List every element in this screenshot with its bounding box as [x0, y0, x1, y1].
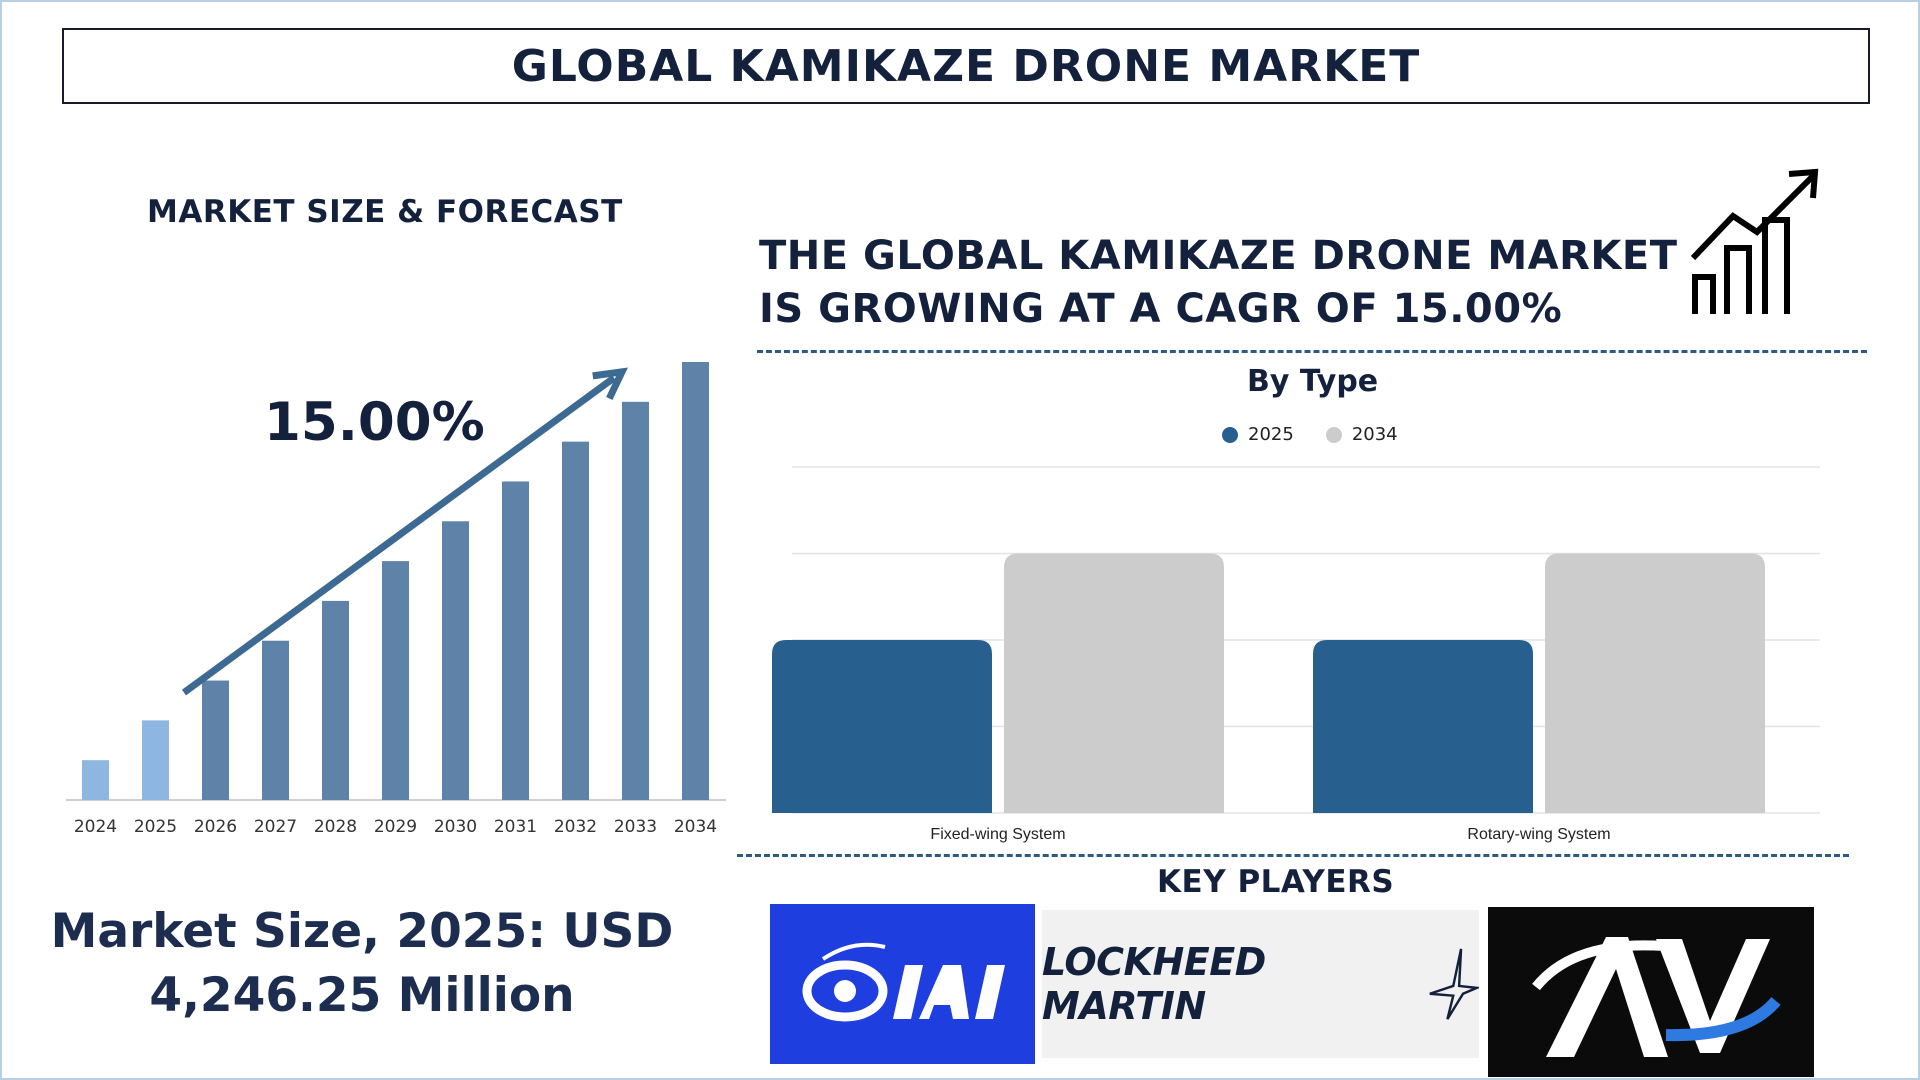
headline-line-2: IS GROWING AT A CAGR OF 15.00%: [759, 286, 1563, 332]
category-label-0: Fixed-wing System: [930, 826, 1065, 843]
legend-swatch-2025: [1222, 426, 1238, 443]
iai-logo-mark: [802, 942, 1005, 1022]
legend-label-2034: 2034: [1351, 424, 1398, 445]
x-tick-2026: 2026: [194, 817, 237, 837]
x-tick-2029: 2029: [374, 817, 417, 837]
bar-2032: [562, 441, 589, 800]
bar-2027: [262, 640, 289, 800]
x-tick-2033: 2033: [614, 817, 657, 837]
legend-swatch-2034: [1325, 426, 1342, 443]
x-tick-2030: 2030: [434, 817, 477, 837]
cagr-headline: THE GLOBAL KAMIKAZE DRONE MARKET IS GROW…: [759, 230, 1678, 336]
logo-lockheed-martin: LOCKHEED MARTIN: [1042, 910, 1479, 1058]
bar-2028: [322, 600, 349, 800]
growth-chart-icon: [1690, 168, 1819, 314]
market-size-forecast-title: MARKET SIZE & FORECAST: [147, 194, 623, 230]
x-tick-2032: 2032: [554, 817, 597, 837]
x-tick-2028: 2028: [314, 817, 357, 837]
page-title: GLOBAL KAMIKAZE DRONE MARKET: [511, 40, 1421, 92]
av-logo-mark: [1532, 937, 1781, 1057]
cagr-annotation: 15.00%: [264, 392, 485, 453]
bar-2029: [382, 561, 409, 800]
forecast-bar-chart: 2024 2025 2026 2027 2028 2029 2030 2031 2032 2033…: [66, 362, 726, 837]
market-size-text: Market Size, 2025: USD 4,246.25 Million: [42, 900, 682, 1028]
trend-arrow-head: [592, 367, 628, 400]
x-tick-2025: 2025: [134, 817, 177, 837]
bar-fixed-wing-system-2025: [772, 640, 992, 813]
dashed-divider-bottom: [737, 854, 1849, 857]
bar-rotary-wing-system-2025: [1313, 640, 1533, 813]
logo-av: [1488, 907, 1814, 1077]
bar-2033: [622, 401, 649, 800]
bar-2034: [682, 362, 709, 800]
key-players-title: KEY PLAYERS: [1157, 864, 1395, 900]
by-type-bar-chart: Fixed-wing System Rotary-wing System: [772, 466, 1820, 843]
x-tick-2034: 2034: [674, 817, 717, 837]
title-banner: GLOBAL KAMIKAZE DRONE MARKET: [62, 28, 1870, 104]
bar-2031: [502, 481, 529, 800]
bar-fixed-wing-system-2034: [1004, 553, 1224, 813]
lockheed-martin-wordmark: LOCKHEED MARTIN: [1042, 940, 1266, 1028]
logo-iai: [770, 904, 1035, 1064]
dashed-divider-top: [757, 350, 1867, 353]
trend-arrow-line: [181, 374, 617, 696]
legend-item-2034: 2034: [1325, 424, 1398, 445]
legend-label-2025: 2025: [1248, 424, 1294, 445]
bar-2024: [82, 760, 109, 800]
x-tick-2024: 2024: [74, 817, 117, 837]
bar-2030: [442, 521, 469, 800]
bar-2026: [202, 680, 229, 800]
legend-item-2025: 2025: [1222, 424, 1294, 445]
market-size-line-1: Market Size, 2025: USD: [50, 904, 674, 959]
by-type-title: By Type: [1247, 364, 1379, 399]
x-tick-2027: 2027: [254, 817, 297, 837]
category-label-1: Rotary-wing System: [1467, 826, 1610, 843]
chart-legend: 2025 2034: [1222, 424, 1430, 445]
bar-2025: [142, 720, 169, 800]
x-tick-2031: 2031: [494, 817, 537, 837]
headline-line-1: THE GLOBAL KAMIKAZE DRONE MARKET: [759, 233, 1678, 279]
market-size-line-2: 4,246.25 Million: [149, 968, 575, 1023]
bar-rotary-wing-system-2034: [1545, 553, 1765, 813]
star-icon: [1429, 948, 1479, 1020]
